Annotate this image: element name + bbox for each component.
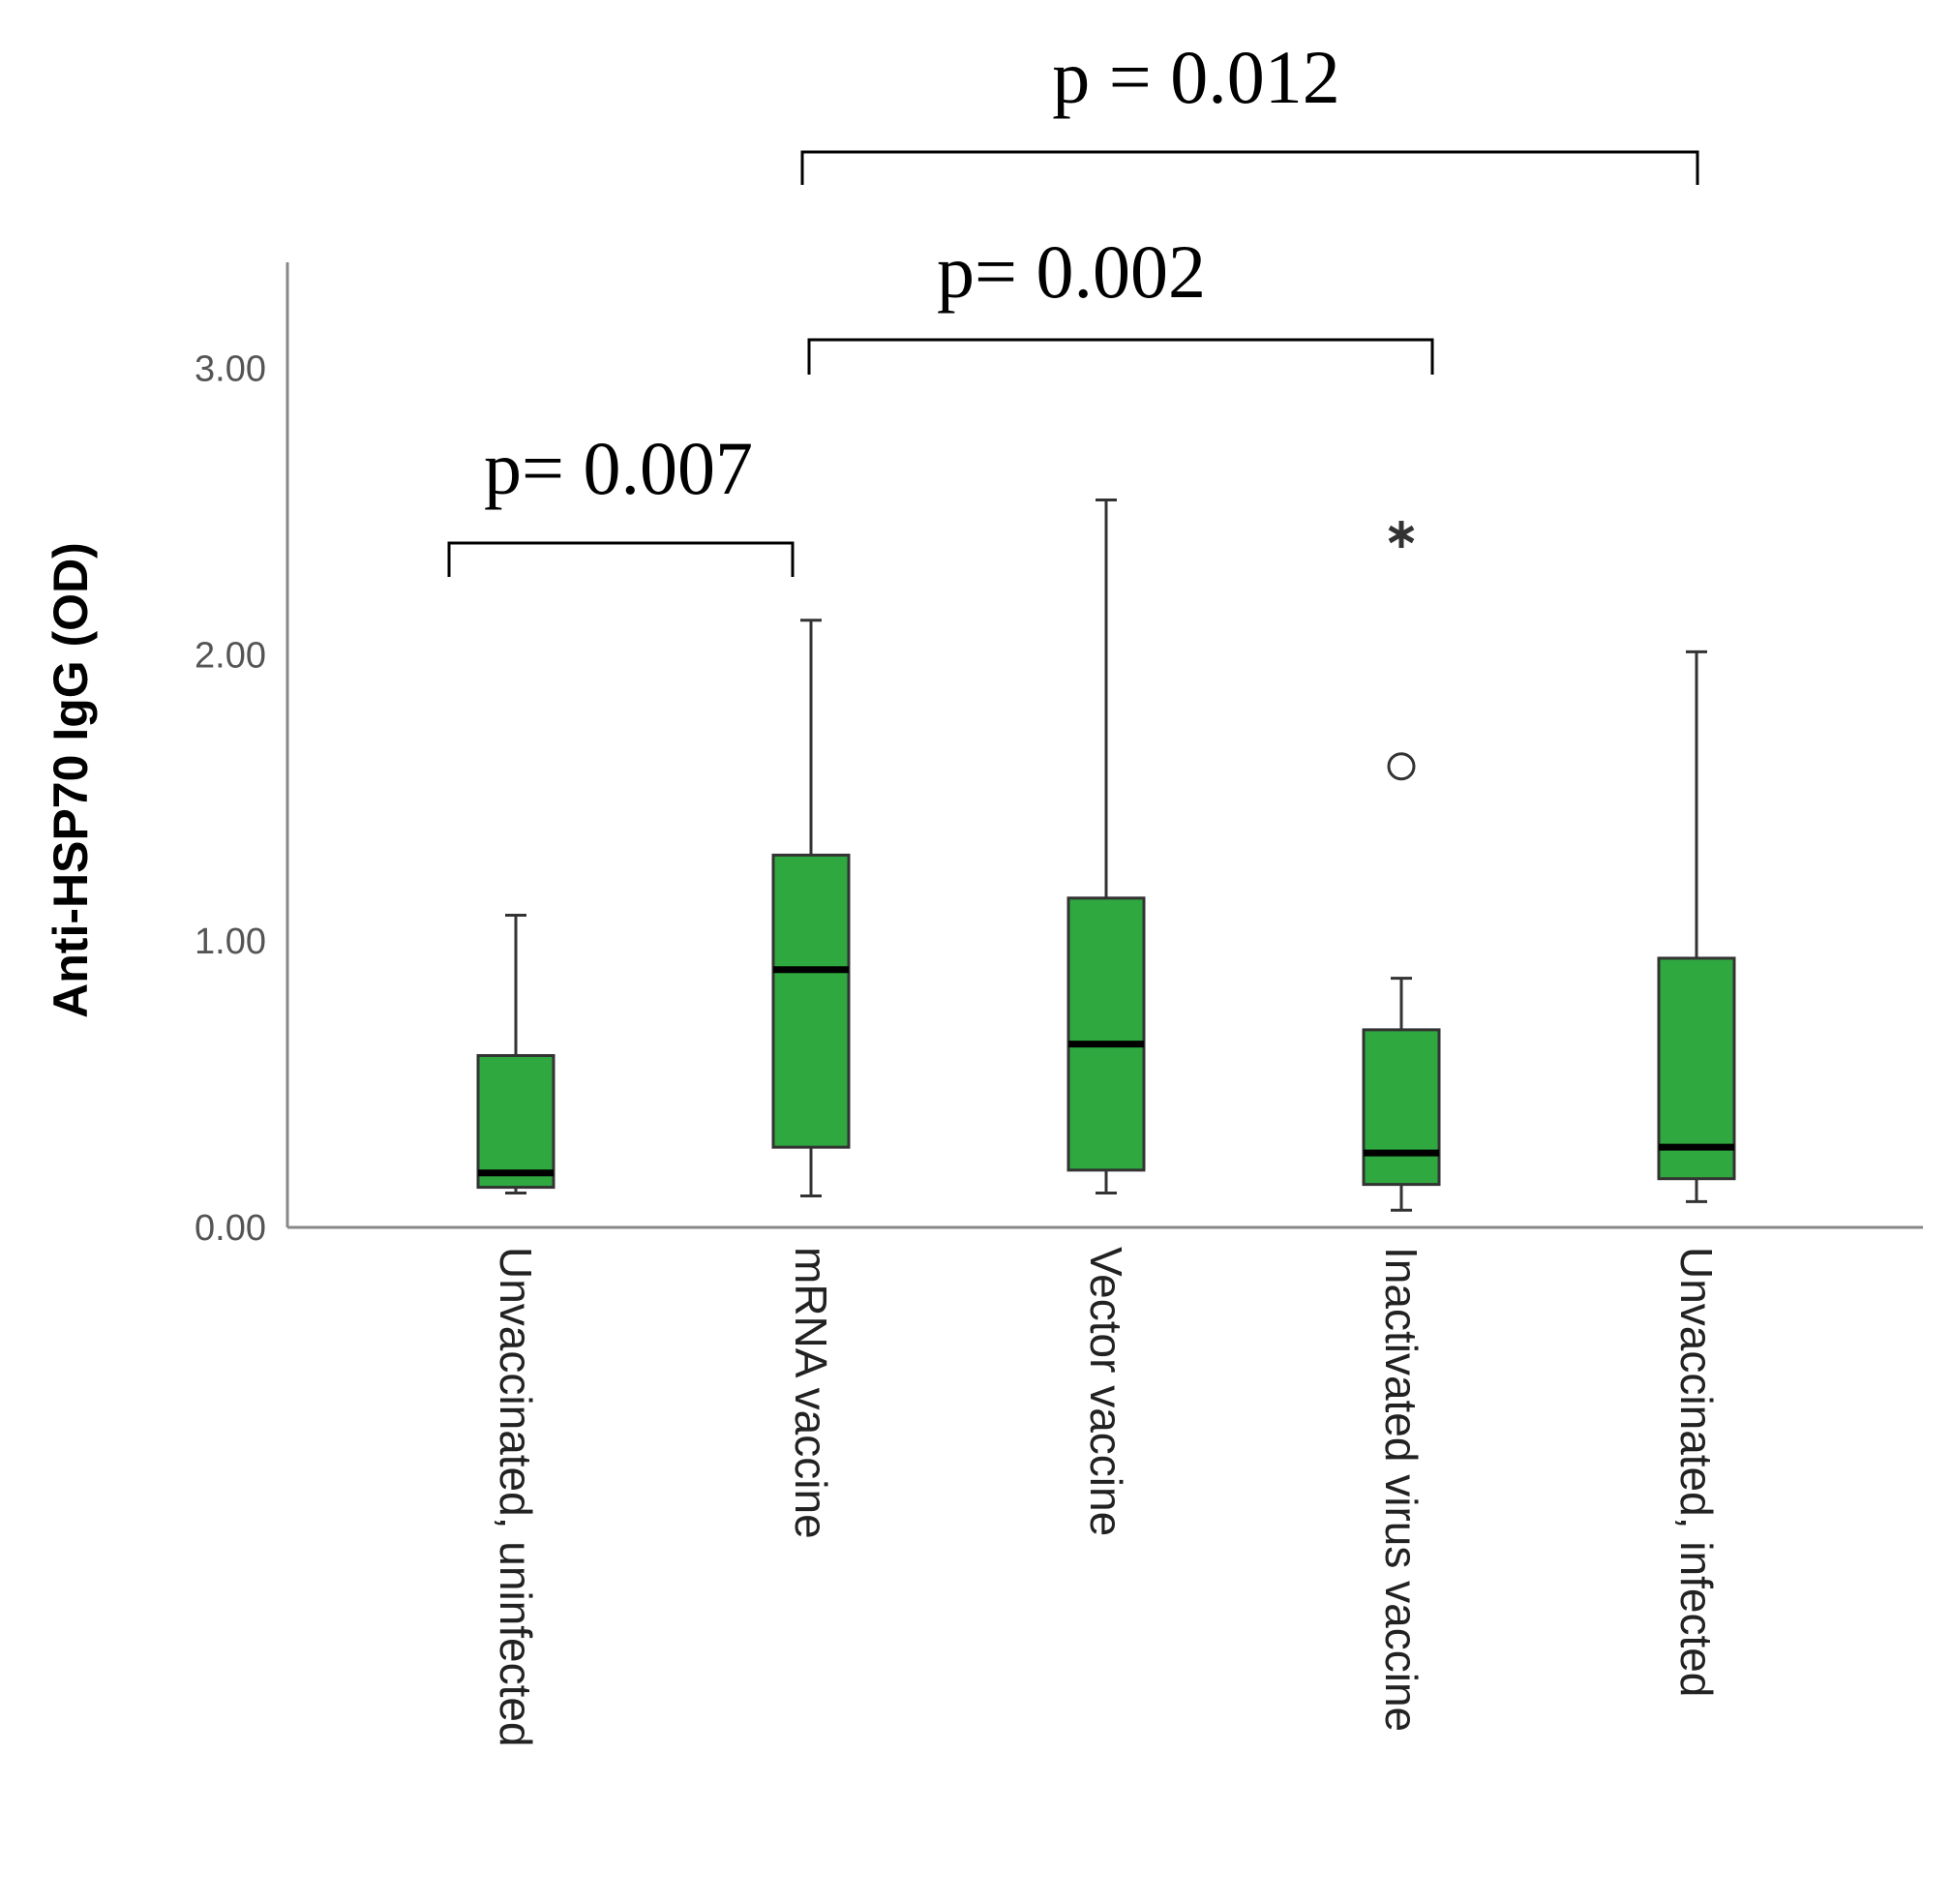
y-tick-label: 1.00 bbox=[195, 922, 266, 962]
outlier bbox=[1387, 752, 1416, 781]
y-axis-title: Anti-HSP70 IgG (OD) bbox=[44, 542, 98, 1018]
y-tick-label: 2.00 bbox=[195, 635, 266, 676]
x-tick-label: Unvaccinated, infected bbox=[1671, 1247, 1722, 1697]
extreme-outlier bbox=[1388, 521, 1415, 549]
x-tick-label: Inactivated virus vaccine bbox=[1376, 1247, 1426, 1732]
significance-bracket bbox=[807, 338, 1434, 375]
significance-bracket bbox=[800, 150, 1699, 185]
box bbox=[771, 853, 851, 1149]
significance-bracket bbox=[447, 541, 795, 577]
y-tick-label: 3.00 bbox=[195, 348, 266, 389]
box bbox=[1362, 1028, 1441, 1187]
x-tick-label: Unvaccinated, uninfected bbox=[491, 1247, 541, 1747]
p-value: p= 0.007 bbox=[484, 426, 753, 510]
p-value: p= 0.002 bbox=[937, 229, 1206, 314]
x-tick-label: Vector vaccine bbox=[1081, 1247, 1131, 1536]
box bbox=[1066, 896, 1146, 1172]
p-value: p = 0.012 bbox=[1052, 35, 1340, 119]
box bbox=[476, 1053, 556, 1190]
y-tick-label: 0.00 bbox=[195, 1208, 266, 1249]
box bbox=[1657, 956, 1736, 1181]
x-tick-label: mRNA vaccine bbox=[786, 1247, 836, 1539]
